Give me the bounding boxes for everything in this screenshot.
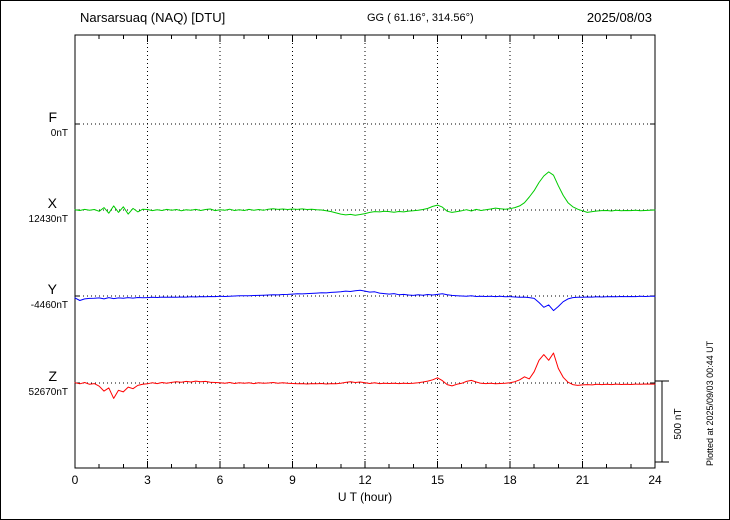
series-baseline-value-F: 0nT — [51, 128, 68, 139]
x-tick-label: 6 — [217, 473, 224, 487]
x-axis-title: U T (hour) — [338, 490, 392, 504]
plotted-at-note: Plotted at 2025/09/03 00:44 UT — [705, 340, 715, 466]
trace-X — [74, 171, 656, 216]
x-tick-label: 12 — [358, 473, 372, 487]
series-label-F: F — [48, 109, 57, 125]
x-tick-label: 0 — [72, 473, 79, 487]
geographic-coords: GG ( 61.16°, 314.56°) — [367, 12, 474, 24]
x-tick-label: 18 — [503, 473, 517, 487]
series-baseline-value-Y: -4460nT — [31, 300, 68, 311]
x-tick-label: 3 — [144, 473, 151, 487]
station-title: Narsarsuaq (NAQ) [DTU] — [80, 10, 225, 25]
x-tick-label: 15 — [431, 473, 445, 487]
plot-area: 0 3 6 9 12 15 18 21 24 F 0nT X 12430nT Y -4460nT Z 52670… — [29, 34, 669, 487]
series-baseline-value-Z: 52670nT — [29, 387, 68, 398]
x-tick-label: 9 — [289, 473, 296, 487]
series-label-X: X — [48, 195, 58, 211]
plot-date: 2025/08/03 — [587, 10, 652, 25]
trace-Z — [74, 352, 656, 399]
series-label-Y: Y — [48, 281, 58, 297]
x-tick-label: 21 — [576, 473, 590, 487]
x-tick-label: 24 — [648, 473, 662, 487]
scale-bar-label: 500 nT — [673, 408, 684, 439]
trace-Y — [74, 289, 656, 312]
series-label-Z: Z — [48, 368, 57, 384]
series-baseline-value-X: 12430nT — [29, 214, 68, 225]
